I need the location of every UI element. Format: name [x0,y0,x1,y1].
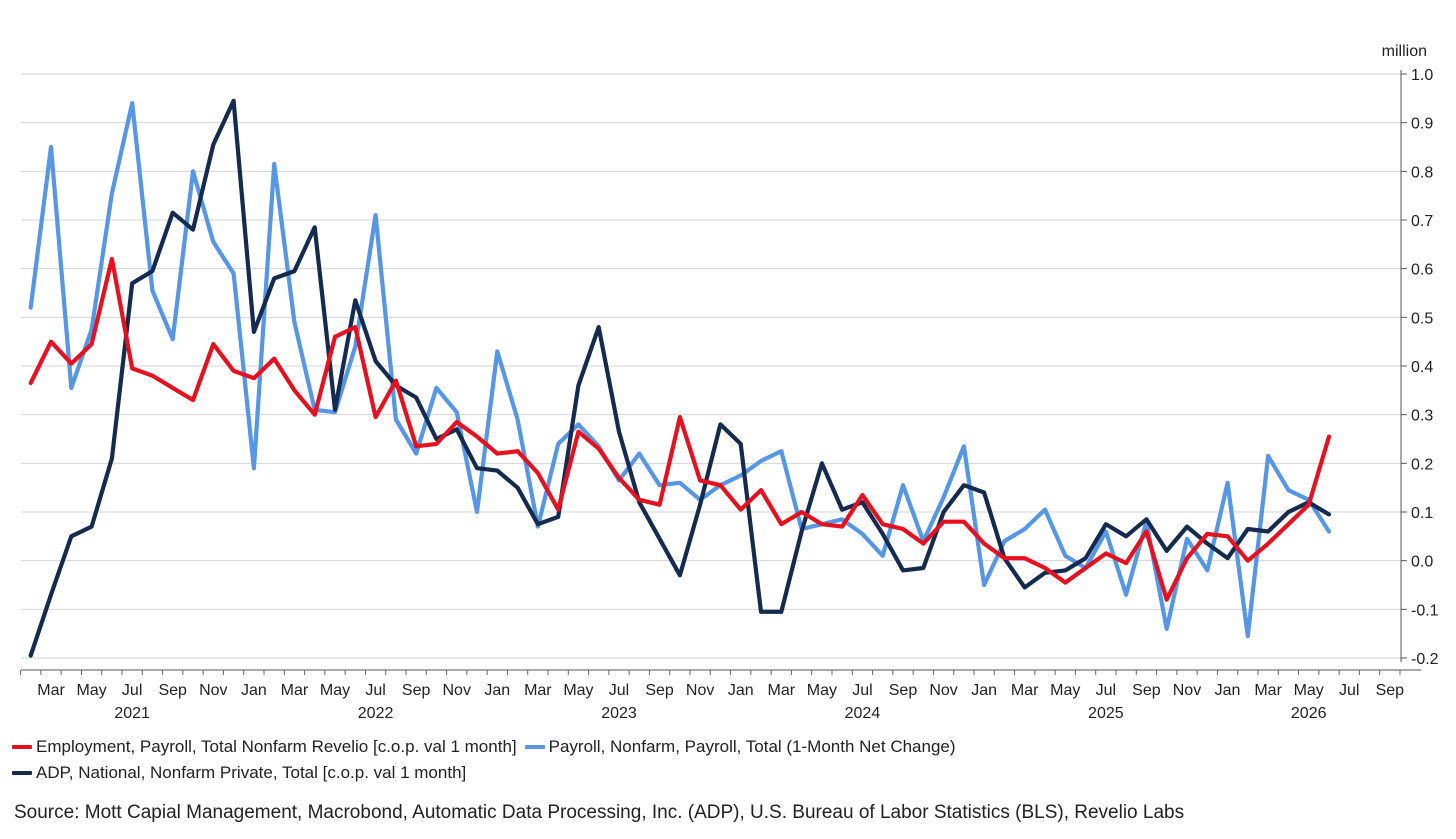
x-tick-label: Mar [1254,682,1282,699]
x-tick-label: Mar [524,682,552,699]
x-tick-label: Mar [1011,682,1039,699]
legend-item-bls-payroll: Payroll, Nonfarm, Payroll, Total (1-Mont… [524,737,956,757]
x-axis: Mar May Jul Sep Nov Jan Mar May Jul Sep Nov Jan Mar M… [20,669,1421,722]
x-tick-label: May [320,682,350,699]
y-tick-label: 0.4 [1411,359,1433,376]
x-tick-label: Sep [1132,682,1161,699]
legend-item-revelio: Employment, Payroll, Total Nonfarm Revel… [12,737,517,757]
x-tick-label: Sep [402,682,431,699]
x-tick-label: Nov [686,682,714,699]
x-tick-label: Nov [442,682,470,699]
x-tick-label: Sep [889,682,918,699]
y-tick-label: -0.2 [1411,651,1439,668]
legend-row-2: ADP, National, Nonfarm Private, Total [c… [12,760,1112,786]
y-tick-label: 0.2 [1411,456,1433,473]
line-chart: 1.0 0.9 0.8 0.7 0.6 0.5 0.4 0.3 0.2 0.1 0.0 -0.1 -0.… [20,43,1439,722]
y-tick-label: 0.0 [1411,554,1433,571]
x-tick-label: Sep [158,682,187,699]
y-tick-label: 0.3 [1411,408,1433,425]
legend-label-adp: ADP, National, Nonfarm Private, Total [c… [36,763,467,782]
y-tick-label: 0.8 [1411,164,1433,181]
x-year-label: 2023 [601,705,637,722]
legend-label-revelio: Employment, Payroll, Total Nonfarm Revel… [36,737,517,756]
x-tick-label: Sep [645,682,674,699]
y-tick-label: 0.9 [1411,116,1433,133]
y-tick-label: 0.6 [1411,262,1433,279]
x-tick-label: Nov [199,682,227,699]
x-tick-label: May [76,682,106,699]
x-tick-label: May [1050,682,1080,699]
legend: Employment, Payroll, Total Nonfarm Revel… [12,734,1112,786]
x-tick-label: Jan [484,682,510,699]
legend-swatch-adp [12,771,32,775]
x-tick-label: Jul [852,682,872,699]
y-tick-label: 0.7 [1411,213,1433,230]
y-tick-label: -0.1 [1411,602,1439,619]
x-tick-label: Jan [241,682,267,699]
x-tick-label: Jul [122,682,142,699]
legend-item-adp: ADP, National, Nonfarm Private, Total [c… [12,763,466,783]
series-lines [28,98,1332,658]
x-year-label: 2022 [358,705,394,722]
series-line-revelio [28,256,1332,602]
legend-row-1: Employment, Payroll, Total Nonfarm Revel… [12,734,1112,760]
y-tick-label: 0.5 [1411,310,1433,327]
x-year-label: 2025 [1088,705,1124,722]
x-tick-label: Jul [365,682,385,699]
x-tick-label: May [807,682,837,699]
x-tick-label: Jul [1339,682,1359,699]
x-tick-label: Sep [1376,682,1405,699]
x-tick-label: May [1294,682,1324,699]
x-tick-label: Nov [929,682,957,699]
x-tick-label: Jan [1215,682,1241,699]
series-line-adp [28,98,1332,658]
y-axis: 1.0 0.9 0.8 0.7 0.6 0.5 0.4 0.3 0.2 0.1 0.0 -0.1 -0.… [1400,67,1439,668]
legend-swatch-revelio [12,745,32,749]
x-tick-label: Nov [1173,682,1201,699]
x-tick-label: Mar [281,682,309,699]
legend-label-bls-payroll: Payroll, Nonfarm, Payroll, Total (1-Mont… [548,737,956,756]
legend-swatch-bls-payroll [524,745,545,749]
x-tick-label: May [563,682,593,699]
x-tick-label: Jul [1096,682,1116,699]
x-tick-label: Jul [609,682,629,699]
series-line-bls-payroll [28,101,1332,639]
x-year-label: 2026 [1291,705,1327,722]
x-year-label: 2024 [845,705,881,722]
x-tick-label: Mar [37,682,65,699]
x-tick-label: Mar [768,682,796,699]
source-note: Source: Mott Capial Management, Macrobon… [14,802,1185,823]
y-unit-label: million [1382,43,1427,60]
x-year-label: 2021 [114,705,150,722]
x-tick-label: Jan [971,682,997,699]
x-tick-label: Jan [728,682,754,699]
y-tick-label: 0.1 [1411,505,1433,522]
y-tick-label: 1.0 [1411,67,1433,84]
